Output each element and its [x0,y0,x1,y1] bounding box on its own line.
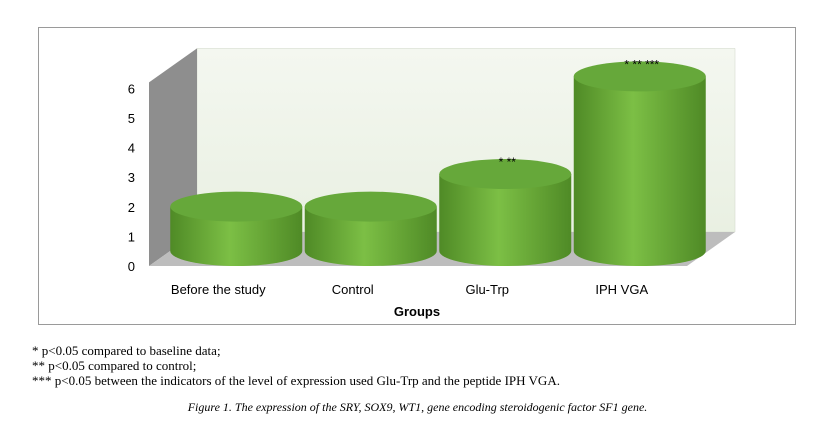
x-axis-title: Groups [394,304,440,319]
y-tick-label: 3 [128,170,135,185]
y-tick-label: 5 [128,111,135,126]
bar-body [170,206,303,266]
bar-top [304,191,437,222]
bar [573,61,706,266]
bar [439,159,572,266]
y-tick-label: 4 [128,141,135,156]
footnote: * p<0.05 compared to baseline data; [32,343,221,358]
x-tick-label: IPH VGA [595,282,648,297]
x-tick-label: Control [332,282,374,297]
y-tick-label: 1 [128,229,135,244]
footnote: ** p<0.05 compared to control; [32,358,197,373]
bar-body [304,206,437,266]
bar-top [170,191,303,222]
significance-annotation: * ** [499,155,517,169]
bar [170,191,303,266]
bar [304,191,437,266]
footnote: *** p<0.05 between the indicators of the… [32,373,560,388]
significance-annotation: * ** *** [624,57,659,71]
y-tick-label: 0 [128,259,135,274]
bar-body [439,174,572,266]
bar-top [573,61,706,92]
bar-top [439,159,572,190]
figure-caption: Figure 1. The expression of the SRY, SOX… [187,400,648,414]
y-tick-label: 2 [128,200,135,215]
chart-container: 0 1 2 3 4 5 6 Before the study Control * ** Glu-Tr… [38,27,796,325]
bar-body [573,76,706,266]
x-tick-label: Before the study [171,282,266,297]
y-tick-label: 6 [128,81,135,96]
footnotes: * p<0.05 compared to baseline data; ** p… [32,343,560,388]
x-tick-label: Glu-Trp [465,282,509,297]
bar-chart: 0 1 2 3 4 5 6 Before the study Control * ** Glu-Tr… [128,48,736,319]
